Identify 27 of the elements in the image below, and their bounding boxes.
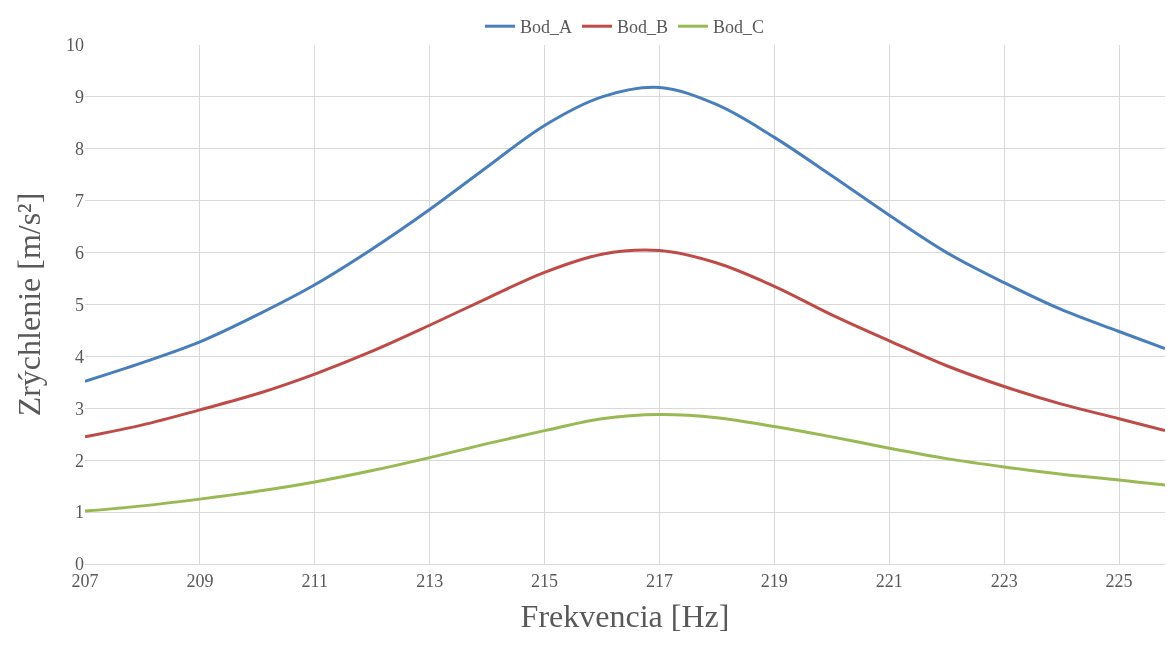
line-series [85,413,1165,513]
x-tick-label: 215 [531,570,559,591]
line-series [85,248,1165,439]
y-tick-label: 7 [75,191,84,211]
y-tick-label: 8 [75,139,84,160]
line-series [85,85,1165,383]
y-tick-label: 10 [66,35,84,56]
legend-label: Bod_C [713,17,765,38]
y-axis-title: Zrýchlenie [m/s²] [11,192,48,417]
x-tick-label: 225 [1105,570,1133,591]
x-tick-label: 209 [186,570,214,591]
y-tick-label: 4 [75,346,84,367]
x-tick-label: 219 [760,570,788,591]
y-tick-label: 2 [75,450,84,471]
y-tick-label: 1 [75,502,84,523]
x-tick-label: 211 [301,570,328,591]
y-tick-label: 5 [75,294,84,315]
y-tick-label: 3 [75,398,84,419]
legend-label: Bod_A [520,17,573,38]
x-axis-title: Frekvencia [Hz] [520,598,730,635]
legend-label: Bod_B [617,17,669,38]
y-tick-label: 6 [75,242,84,263]
x-tick-label: 213 [416,570,444,591]
x-tick-label: 217 [645,570,673,591]
x-tick-label: 223 [990,570,1018,591]
y-tick-label: 9 [75,87,84,108]
x-tick-label: 221 [875,570,903,591]
